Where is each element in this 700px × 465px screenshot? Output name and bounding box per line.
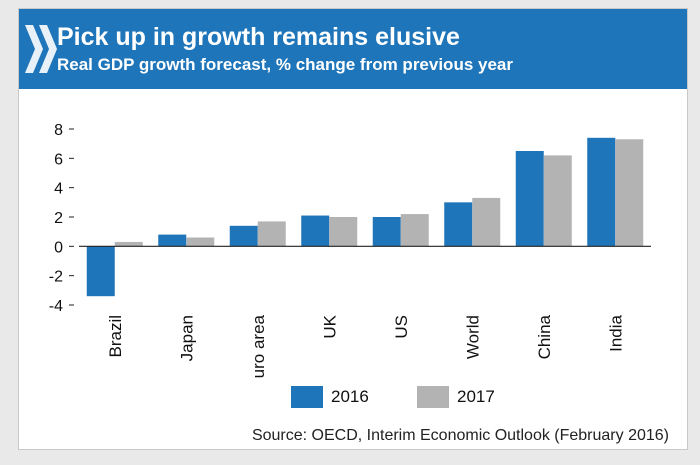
bar-2017-us [400, 214, 429, 247]
bar-2017-world [472, 197, 501, 247]
x-category-label: India [606, 314, 625, 351]
legend-swatch-2016 [291, 386, 323, 408]
y-tick-label: -2 [49, 269, 63, 286]
y-tick-label: -4 [49, 298, 63, 315]
x-category-label: Japan [177, 315, 196, 361]
bar-2017-japan [186, 237, 215, 247]
x-axis-labels: Brazil Japan Euro area UK US World China India [106, 314, 626, 379]
bar-2016-china [515, 151, 544, 247]
bar-2017-brazil [114, 241, 143, 247]
x-category-label: Euro area [249, 314, 268, 379]
bars [86, 137, 644, 297]
legend-label-2017: 2017 [457, 387, 495, 406]
bar-2016-uk [301, 215, 330, 247]
y-tick-label: 2 [54, 210, 63, 227]
chart-header: Pick up in growth remains elusive Real G… [19, 9, 687, 89]
y-axis: 8 6 4 2 0 -2 -4 [49, 122, 74, 315]
y-tick-label: 4 [54, 181, 63, 198]
legend-swatch-2017 [417, 386, 449, 408]
x-category-label: Brazil [106, 315, 125, 358]
bar-2017-uk [329, 217, 358, 247]
legend-label-2016: 2016 [331, 387, 369, 406]
bar-2017-india [615, 139, 644, 247]
bar-chart: 8 6 4 2 0 -2 -4 Brazil Japan Euro area UK US World C… [49, 122, 651, 379]
bar-2017-euro-area [257, 221, 286, 247]
x-category-label: UK [320, 314, 339, 338]
source-note: Source: OECD, Interim Economic Outlook (… [251, 427, 669, 444]
chart-card: Pick up in growth remains elusive Real G… [18, 8, 688, 450]
bar-2017-china [543, 155, 572, 247]
bar-2016-us [372, 217, 401, 247]
y-tick-label: 8 [54, 122, 63, 139]
bar-2016-world [444, 202, 473, 247]
chevron-logo-icon [25, 25, 57, 73]
x-category-label: World [463, 315, 482, 359]
chart-title: Pick up in growth remains elusive [57, 23, 460, 51]
chart-subtitle: Real GDP growth forecast, % change from … [57, 55, 513, 74]
y-tick-label: 6 [54, 151, 63, 168]
x-category-label: US [392, 315, 411, 339]
bar-2016-euro-area [229, 225, 258, 247]
x-category-label: China [535, 314, 554, 359]
bar-2016-brazil [86, 246, 115, 297]
bar-2016-india [587, 137, 616, 247]
y-tick-label: 0 [54, 239, 63, 256]
bar-2016-japan [158, 234, 187, 247]
